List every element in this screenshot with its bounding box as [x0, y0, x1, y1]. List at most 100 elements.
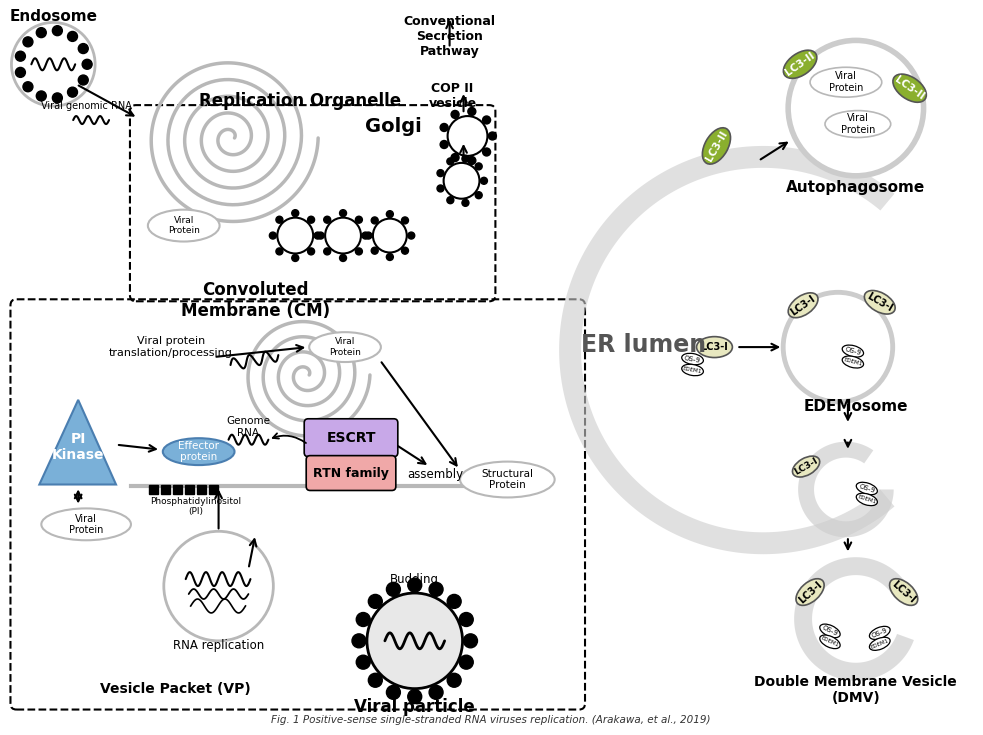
Circle shape [437, 185, 444, 192]
Polygon shape [794, 557, 914, 681]
Ellipse shape [788, 293, 818, 318]
Circle shape [16, 68, 26, 77]
Circle shape [36, 91, 46, 101]
Text: Fig. 1 Positive-sense single-stranded RNA viruses replication. (Arakawa, et al.,: Fig. 1 Positive-sense single-stranded RN… [270, 715, 710, 725]
Ellipse shape [697, 337, 732, 357]
Circle shape [356, 248, 363, 255]
Text: Viral
Protein: Viral Protein [69, 514, 103, 535]
Bar [173, 486, 182, 495]
Text: Viral genomic RNA: Viral genomic RNA [40, 101, 132, 111]
Circle shape [164, 531, 273, 641]
Text: Double Membrane Vesicle
(DMV): Double Membrane Vesicle (DMV) [755, 675, 957, 705]
Circle shape [16, 51, 26, 61]
Circle shape [323, 248, 330, 255]
Circle shape [292, 209, 299, 217]
Circle shape [447, 197, 454, 204]
Polygon shape [798, 442, 894, 537]
Ellipse shape [682, 354, 704, 365]
Bar [185, 486, 194, 495]
Circle shape [356, 655, 371, 669]
Circle shape [373, 218, 407, 253]
Text: LC3-I: LC3-I [890, 579, 917, 605]
Circle shape [440, 140, 448, 148]
Circle shape [468, 107, 476, 115]
Text: Conventional
Secretion
Pathway: Conventional Secretion Pathway [404, 15, 495, 58]
Text: Autophagosome: Autophagosome [786, 180, 925, 196]
Text: Phosphatidylinositol
(PI): Phosphatidylinositol (PI) [150, 497, 241, 516]
Text: Genome
RNA: Genome RNA [226, 416, 270, 437]
Circle shape [323, 216, 330, 223]
Polygon shape [39, 400, 116, 484]
Text: ER lumen: ER lumen [581, 333, 707, 357]
Circle shape [356, 612, 371, 626]
Circle shape [23, 37, 32, 47]
Ellipse shape [893, 74, 926, 102]
Circle shape [369, 673, 382, 687]
Circle shape [83, 60, 92, 69]
Ellipse shape [796, 578, 824, 606]
Circle shape [459, 612, 473, 626]
Bar [161, 486, 170, 495]
Circle shape [408, 232, 415, 239]
Circle shape [365, 232, 372, 239]
Ellipse shape [703, 128, 730, 164]
Text: Replication Organelle: Replication Organelle [200, 92, 401, 110]
Circle shape [401, 217, 409, 224]
Circle shape [367, 593, 463, 689]
Ellipse shape [890, 578, 918, 606]
Circle shape [68, 32, 78, 41]
Circle shape [308, 216, 315, 223]
Circle shape [475, 192, 483, 198]
Text: RNA replication: RNA replication [173, 639, 264, 653]
Ellipse shape [856, 482, 878, 495]
Text: Budding: Budding [390, 573, 439, 586]
Circle shape [12, 23, 95, 106]
Circle shape [36, 28, 46, 37]
Text: Viral
Protein: Viral Protein [829, 71, 863, 93]
Circle shape [468, 157, 476, 165]
Text: LC3-II: LC3-II [893, 74, 926, 102]
Circle shape [483, 148, 491, 156]
Bar [208, 486, 217, 495]
Polygon shape [559, 146, 895, 554]
Circle shape [339, 209, 347, 217]
Ellipse shape [869, 637, 891, 650]
Text: LC3-II: LC3-II [783, 51, 817, 78]
Circle shape [292, 254, 299, 262]
Circle shape [52, 26, 62, 36]
Ellipse shape [460, 462, 554, 498]
Circle shape [408, 689, 422, 703]
Circle shape [788, 40, 924, 176]
Circle shape [483, 116, 491, 124]
Circle shape [475, 163, 483, 170]
Text: OS-9: OS-9 [871, 627, 889, 639]
Ellipse shape [310, 332, 380, 362]
Ellipse shape [842, 345, 863, 357]
Text: Endosome: Endosome [9, 9, 97, 24]
Circle shape [356, 216, 363, 223]
Text: PI
Kinase: PI Kinase [52, 431, 104, 462]
Circle shape [437, 170, 444, 176]
Ellipse shape [41, 509, 131, 540]
Circle shape [447, 595, 461, 609]
Circle shape [783, 293, 893, 402]
Circle shape [386, 254, 393, 260]
Text: OS-9: OS-9 [684, 354, 701, 363]
Circle shape [386, 582, 400, 596]
Text: EDEM1: EDEM1 [683, 366, 703, 374]
Ellipse shape [783, 50, 817, 79]
Circle shape [447, 158, 454, 165]
Circle shape [79, 43, 88, 54]
Ellipse shape [682, 365, 704, 376]
Circle shape [462, 155, 469, 162]
Ellipse shape [820, 635, 840, 648]
Text: Viral
Protein: Viral Protein [329, 337, 361, 356]
Text: Viral particle: Viral particle [354, 698, 475, 716]
Bar [148, 486, 158, 495]
Text: EDEM1: EDEM1 [870, 638, 890, 650]
Text: OS-9: OS-9 [821, 625, 838, 637]
Circle shape [430, 685, 443, 699]
Circle shape [308, 248, 315, 255]
Circle shape [464, 634, 478, 648]
Circle shape [325, 218, 361, 254]
